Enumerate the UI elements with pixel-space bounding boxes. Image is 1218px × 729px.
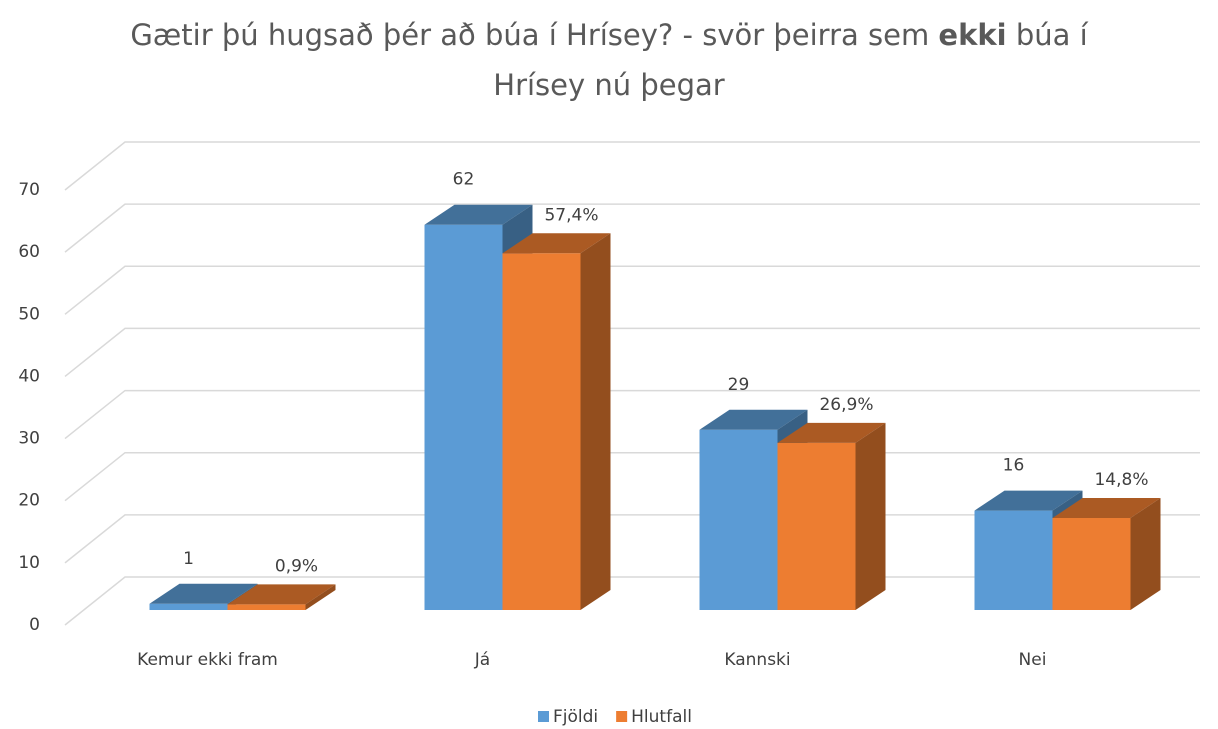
bar-side	[1130, 498, 1161, 610]
bar	[777, 422, 886, 610]
y-tick-label: 0	[29, 615, 40, 635]
bar-top	[149, 583, 258, 604]
bar-top	[699, 409, 808, 430]
data-label: 1	[183, 549, 194, 569]
bar-front	[502, 253, 581, 611]
bar-top	[502, 233, 611, 254]
bar-front	[227, 604, 306, 610]
grid-line	[64, 203, 1200, 253]
y-tick-label: 20	[18, 491, 40, 511]
y-tick-label: 30	[18, 429, 40, 449]
y-tick-label: 40	[18, 366, 40, 386]
bar-top	[1052, 498, 1161, 519]
data-label: 0,9%	[275, 556, 318, 576]
bar-side	[305, 584, 336, 610]
bar-top	[227, 584, 336, 605]
data-label: 16	[1003, 456, 1025, 476]
legend-swatch	[616, 711, 628, 722]
x-tick-label: Já	[474, 650, 490, 670]
y-tick-label: 60	[18, 242, 40, 262]
data-label: 62	[453, 170, 475, 190]
bar-front	[149, 603, 228, 610]
y-tick-label: 70	[18, 180, 40, 200]
bar-side	[580, 233, 611, 611]
y-tick-label: 10	[18, 553, 40, 573]
bar-front	[1052, 518, 1131, 610]
bar-front	[699, 429, 778, 610]
bar-top	[974, 490, 1083, 511]
bar-top	[424, 204, 533, 225]
legend-label: Fjöldi	[553, 707, 598, 727]
data-label: 14,8%	[1094, 470, 1148, 490]
grid-line	[64, 389, 1200, 440]
x-tick-label: Kannski	[724, 650, 790, 670]
bar-front	[777, 442, 856, 610]
legend-swatch	[538, 711, 549, 722]
chart-title: Gætir þú hugsað þér að búa í Hrísey? - s…	[84, 10, 1134, 110]
x-tick-label: Nei	[1019, 650, 1047, 670]
y-tick-label: 50	[18, 304, 40, 324]
grid-line	[64, 141, 1200, 191]
data-label: 26,9%	[819, 395, 873, 415]
title-bold: ekki	[938, 18, 1007, 52]
bar-top	[777, 422, 886, 443]
bar-front	[974, 510, 1053, 610]
grid-line	[64, 265, 1200, 315]
title-text: Gætir þú hugsað þér að búa í Hrísey? - s…	[130, 18, 939, 52]
bar	[502, 233, 611, 611]
x-tick-label: Kemur ekki fram	[137, 650, 278, 670]
bar-side	[855, 422, 886, 610]
legend-label: Hlutfall	[631, 707, 692, 727]
bar	[227, 584, 336, 610]
bar	[1052, 498, 1161, 610]
title-text: búa í Hrísey nú þegar	[493, 18, 1088, 102]
data-label: 29	[728, 375, 750, 395]
bar-front	[424, 224, 503, 610]
data-label: 57,4%	[544, 205, 598, 225]
grid-line	[64, 327, 1200, 378]
